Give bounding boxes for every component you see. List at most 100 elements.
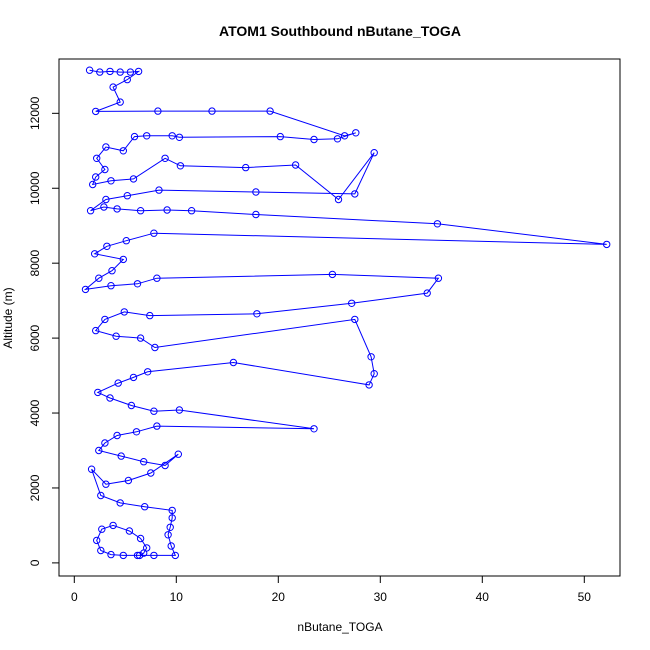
data-point bbox=[334, 195, 343, 204]
x-tick-label: 0 bbox=[71, 590, 78, 604]
data-point bbox=[86, 207, 95, 215]
y-tick-label: 8000 bbox=[28, 250, 42, 277]
data-point bbox=[120, 308, 129, 316]
data-point bbox=[252, 188, 260, 196]
data-point bbox=[433, 220, 442, 228]
data-point bbox=[150, 229, 158, 237]
x-tick-label: 40 bbox=[476, 590, 490, 604]
data-point bbox=[176, 162, 185, 170]
data-point bbox=[85, 66, 94, 74]
data-point bbox=[150, 407, 158, 415]
x-tick-label: 30 bbox=[374, 590, 388, 604]
data-point bbox=[151, 343, 159, 352]
x-tick-label: 20 bbox=[272, 590, 286, 604]
data-point bbox=[229, 358, 238, 367]
data-point bbox=[87, 465, 96, 473]
data-point bbox=[129, 373, 138, 382]
data-point bbox=[351, 315, 359, 324]
data-point bbox=[168, 514, 176, 522]
data-point bbox=[81, 285, 90, 294]
data-point bbox=[107, 177, 115, 185]
data-point bbox=[134, 67, 143, 76]
data-point bbox=[150, 551, 158, 560]
data-point bbox=[109, 83, 117, 91]
data-point bbox=[116, 68, 124, 76]
data-point bbox=[143, 132, 151, 140]
data-point bbox=[161, 154, 169, 163]
data-point bbox=[253, 310, 261, 318]
data-point bbox=[266, 107, 274, 115]
data-point bbox=[124, 476, 133, 485]
data-point bbox=[114, 379, 122, 387]
x-tick-label: 50 bbox=[578, 590, 592, 604]
data-point bbox=[352, 129, 360, 137]
data-point bbox=[328, 270, 337, 279]
data-point bbox=[174, 450, 183, 458]
data-point bbox=[340, 132, 349, 140]
data-point bbox=[123, 75, 132, 84]
data-point bbox=[119, 551, 128, 560]
data-point bbox=[125, 527, 134, 535]
data-point bbox=[92, 173, 100, 181]
y-tick-label: 4000 bbox=[28, 399, 42, 426]
data-point bbox=[208, 107, 216, 115]
data-point bbox=[103, 242, 111, 251]
data-point bbox=[168, 132, 176, 140]
data-point bbox=[93, 536, 101, 545]
data-point bbox=[112, 332, 120, 340]
data-point bbox=[242, 163, 250, 172]
data-point bbox=[291, 161, 300, 169]
y-axis-title: Altitude (m) bbox=[1, 287, 15, 348]
data-point bbox=[136, 207, 145, 215]
y-tick-label: 6000 bbox=[28, 324, 42, 351]
data-point bbox=[89, 180, 97, 189]
data-point bbox=[167, 542, 175, 550]
data-point bbox=[94, 388, 102, 397]
y-axis: 0 2000 4000 6000 8000 10000 12000 bbox=[28, 96, 60, 566]
data-point bbox=[310, 425, 318, 433]
data-point bbox=[164, 531, 172, 539]
data-point bbox=[132, 428, 141, 436]
data-point bbox=[175, 133, 184, 142]
data-point bbox=[107, 550, 115, 559]
data-point bbox=[351, 190, 359, 198]
data-point bbox=[92, 107, 100, 116]
data-point bbox=[370, 370, 378, 378]
data-point bbox=[153, 274, 161, 282]
plot-area bbox=[81, 66, 611, 560]
data-point bbox=[136, 534, 145, 543]
data-point bbox=[116, 499, 124, 507]
data-point bbox=[310, 135, 318, 144]
data-point bbox=[101, 315, 109, 324]
data-point bbox=[423, 289, 431, 297]
data-point bbox=[123, 192, 132, 200]
data-point bbox=[603, 240, 611, 249]
data-point bbox=[367, 353, 375, 361]
data-point bbox=[147, 469, 155, 477]
data-point bbox=[434, 274, 443, 282]
data-point bbox=[102, 195, 110, 204]
data-point bbox=[129, 175, 138, 183]
y-tick-label: 2000 bbox=[28, 474, 42, 501]
data-point bbox=[102, 480, 110, 488]
series-line bbox=[83, 69, 607, 556]
data-point bbox=[107, 282, 115, 290]
data-point bbox=[116, 98, 124, 106]
data-point bbox=[122, 237, 131, 245]
data-point bbox=[119, 255, 128, 264]
data-point bbox=[96, 68, 104, 76]
data-point bbox=[97, 546, 105, 555]
y-tick-label: 0 bbox=[28, 559, 42, 566]
data-point bbox=[153, 422, 161, 430]
data-point bbox=[348, 299, 356, 307]
data-point bbox=[95, 274, 103, 282]
data-point bbox=[252, 210, 260, 219]
data-point bbox=[101, 439, 109, 447]
data-point bbox=[133, 280, 142, 288]
x-axis-title: nButane_TOGA bbox=[297, 620, 382, 634]
data-point bbox=[97, 491, 105, 500]
data-point bbox=[113, 431, 121, 440]
data-point bbox=[333, 135, 342, 143]
data-point bbox=[154, 107, 162, 115]
